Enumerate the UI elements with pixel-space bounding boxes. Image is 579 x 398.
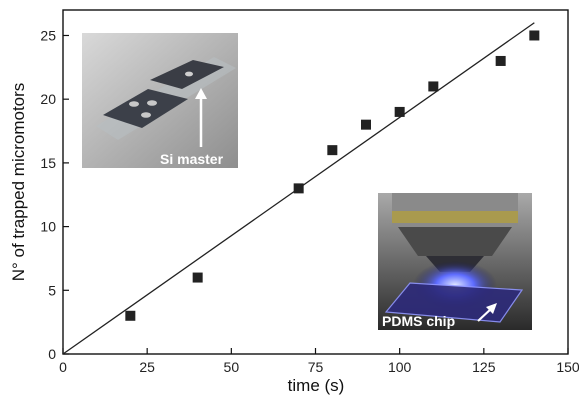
pdms-chip-arrowhead: [486, 303, 497, 314]
data-point: [428, 81, 439, 92]
inset-pdms-chip: PDMS chip: [378, 193, 532, 330]
x-tick-label: 75: [308, 359, 324, 375]
y-tick-label: 0: [48, 346, 56, 362]
x-tick-label: 125: [472, 359, 496, 375]
x-tick-label: 50: [224, 359, 240, 375]
si-master-label: Si master: [160, 151, 224, 167]
wafer-spot: [147, 100, 157, 106]
y-tick-label: 20: [40, 91, 56, 107]
y-axis-title: N° of trapped micromotors: [9, 83, 28, 282]
x-tick-label: 0: [59, 359, 67, 375]
axis-ticks: 0 25 50 75 100 125 150 0 5 10 15 20 25: [40, 27, 579, 375]
data-points: [125, 30, 540, 321]
data-point: [495, 55, 506, 66]
x-tick-label: 25: [139, 359, 155, 375]
wafer-spot: [141, 112, 151, 118]
y-tick-label: 10: [40, 219, 56, 235]
wafer-spot: [185, 71, 193, 77]
objective-lens-cone: [398, 227, 512, 256]
si-wafer-large-shape: [103, 89, 188, 128]
data-point: [529, 30, 540, 41]
x-tick-label: 150: [556, 359, 579, 375]
data-point: [327, 145, 338, 156]
x-tick-label: 100: [388, 359, 412, 375]
data-point: [125, 310, 136, 321]
data-point: [192, 272, 203, 283]
y-tick-label: 15: [40, 155, 56, 171]
si-master-arrowhead: [195, 88, 207, 99]
data-point: [361, 119, 371, 130]
y-tick-label: 25: [40, 27, 56, 43]
wafer-spot: [129, 101, 139, 107]
objective-lens-gold-ring: [392, 211, 518, 223]
x-axis-title: time (s): [288, 376, 345, 395]
inset-si-master: Si master: [82, 33, 238, 168]
data-point: [394, 106, 405, 117]
data-point: [293, 183, 304, 194]
y-tick-label: 5: [48, 282, 56, 298]
pdms-chip-label: PDMS chip: [382, 313, 455, 329]
